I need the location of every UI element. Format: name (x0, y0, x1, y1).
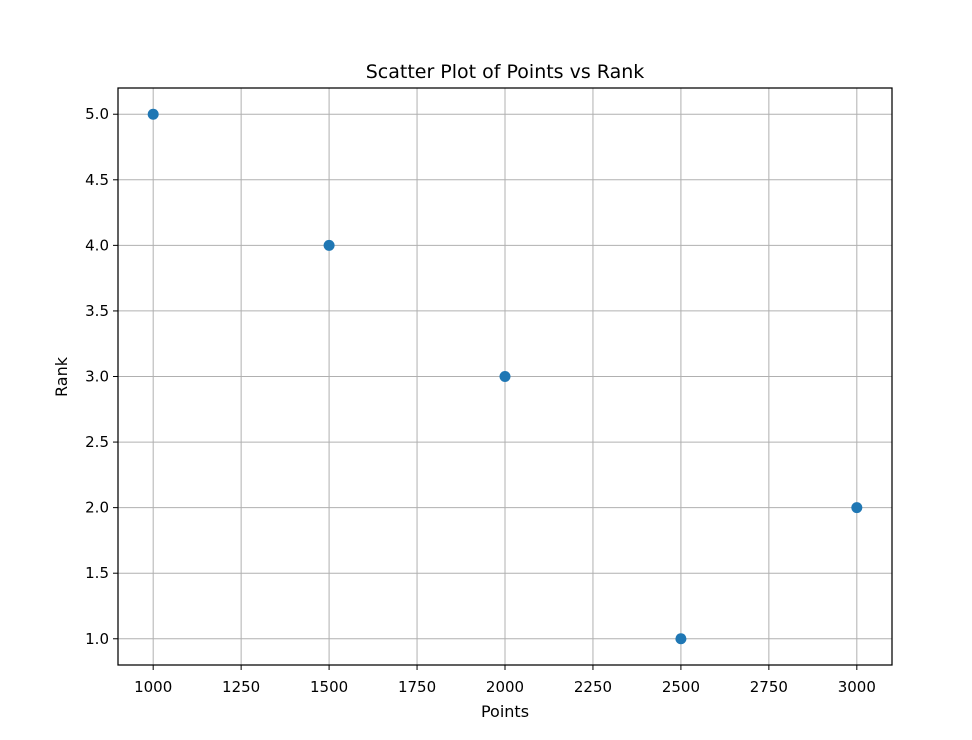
x-tick-label: 1250 (222, 678, 260, 696)
x-axis-ticks: 1000 1250 1500 1750 2000 2250 2500 2750 3000 (134, 665, 876, 696)
data-points (147, 108, 863, 645)
y-tick-label: 4.5 (85, 171, 109, 189)
y-tick-label: 5.0 (85, 105, 109, 123)
y-tick-label: 4.0 (85, 236, 109, 254)
data-point (147, 108, 159, 120)
x-tick-label: 2000 (486, 678, 524, 696)
y-tick-label: 3.5 (85, 302, 109, 320)
data-point (499, 371, 511, 382)
chart-title: Scatter Plot of Points vs Rank (366, 61, 645, 83)
y-axis-ticks: 1.0 1.5 2.0 2.5 3.0 3.5 4.0 4.5 5.0 (85, 105, 118, 648)
data-point (851, 502, 863, 514)
x-tick-label: 2500 (662, 678, 700, 696)
x-tick-label: 1500 (310, 678, 348, 696)
x-tick-label: 2750 (750, 678, 788, 696)
x-tick-label: 3000 (838, 678, 876, 696)
data-point (323, 239, 335, 251)
x-tick-label: 1000 (134, 678, 172, 696)
x-axis-label: Points (481, 702, 529, 721)
x-tick-label: 1750 (398, 678, 436, 696)
data-point (675, 633, 687, 645)
y-axis-label: Rank (52, 356, 71, 397)
y-tick-label: 2.0 (85, 499, 109, 517)
x-tick-label: 2250 (574, 678, 612, 696)
y-tick-label: 1.0 (85, 630, 109, 648)
y-tick-label: 2.5 (85, 433, 109, 451)
y-tick-label: 3.0 (85, 368, 109, 386)
y-tick-label: 1.5 (85, 564, 109, 582)
